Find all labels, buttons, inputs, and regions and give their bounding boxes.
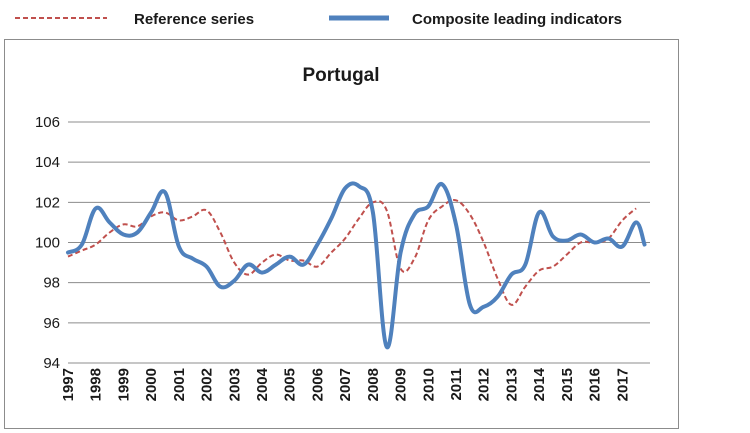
y-tick-label: 96 — [43, 315, 60, 332]
x-tick-label: 2012 — [476, 368, 493, 401]
x-tick-label: 2014 — [531, 367, 548, 401]
y-tick-label: 94 — [43, 355, 60, 372]
y-axis-tick-labels: 94 96 98 100 102 104 106 — [35, 114, 60, 372]
legend-reference-series-label: Reference series — [134, 11, 254, 28]
legend: Reference series Composite leading indic… — [15, 11, 622, 28]
x-tick-label: 2007 — [337, 368, 354, 401]
x-tick-label: 2001 — [171, 368, 188, 401]
x-tick-label: 2015 — [559, 368, 576, 401]
x-tick-label: 2017 — [614, 368, 631, 401]
x-tick-label: 1997 — [60, 368, 77, 401]
chart-frame — [4, 39, 679, 429]
x-tick-label: 2003 — [226, 368, 243, 401]
x-tick-label: 2000 — [143, 368, 160, 401]
x-tick-label: 1999 — [115, 368, 132, 401]
chart-title: Portugal — [302, 65, 379, 86]
reference-series-line — [67, 199, 637, 306]
x-tick-label: 2013 — [503, 368, 520, 401]
x-tick-label: 2002 — [199, 368, 216, 401]
x-tick-label: 2005 — [282, 368, 299, 401]
x-tick-label: 2016 — [587, 368, 604, 401]
y-tick-label: 100 — [35, 235, 60, 252]
series-lines — [66, 181, 647, 349]
x-tick-label: 2004 — [254, 367, 271, 401]
x-tick-label: 2010 — [420, 368, 437, 401]
x-tick-label: 2009 — [393, 368, 410, 401]
composite-leading-indicators-line — [66, 181, 647, 349]
legend-composite-leading-indicators-label: Composite leading indicators — [412, 11, 622, 28]
x-tick-label: 2011 — [448, 368, 465, 401]
y-tick-label: 104 — [35, 154, 60, 171]
y-tick-label: 98 — [43, 275, 60, 292]
y-tick-label: 106 — [35, 114, 60, 131]
x-tick-label: 1998 — [88, 368, 105, 401]
gridlines — [68, 121, 650, 324]
x-axis-tick-labels: 1997 1998 1999 2000 2001 2002 2003 2004 2005 2006… — [60, 367, 631, 401]
y-tick-label: 102 — [35, 194, 60, 211]
x-tick-label: 2008 — [365, 368, 382, 401]
x-tick-label: 2006 — [309, 368, 326, 401]
